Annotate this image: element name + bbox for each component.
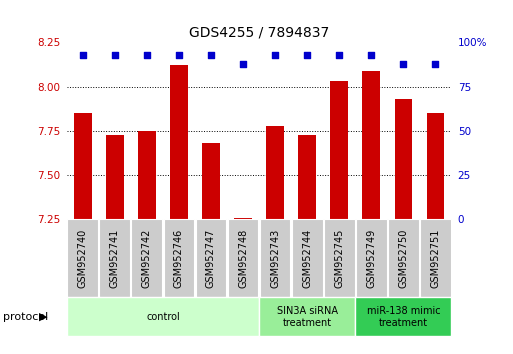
Text: GSM952744: GSM952744 (302, 229, 312, 288)
Point (239, 61, 247, 67)
Text: GSM952749: GSM952749 (366, 229, 376, 288)
FancyBboxPatch shape (355, 297, 451, 336)
Point (303, 52, 311, 58)
Text: GSM952751: GSM952751 (430, 229, 440, 288)
Bar (138, 131, 155, 219)
FancyBboxPatch shape (67, 297, 259, 336)
Text: miR-138 mimic
treatment: miR-138 mimic treatment (366, 306, 440, 328)
Bar (234, 218, 252, 219)
Point (207, 52, 215, 58)
Point (111, 52, 119, 58)
FancyBboxPatch shape (195, 219, 226, 297)
FancyBboxPatch shape (259, 297, 355, 336)
Text: SIN3A siRNA
treatment: SIN3A siRNA treatment (277, 306, 338, 328)
FancyBboxPatch shape (420, 219, 451, 297)
Text: protocol: protocol (3, 312, 48, 322)
Text: GSM952745: GSM952745 (334, 229, 344, 288)
Point (431, 61, 440, 67)
FancyBboxPatch shape (100, 219, 130, 297)
FancyBboxPatch shape (324, 219, 354, 297)
Bar (330, 81, 348, 219)
Bar (202, 143, 220, 219)
FancyBboxPatch shape (356, 219, 387, 297)
Bar (170, 65, 188, 219)
Bar (427, 113, 444, 219)
Point (335, 52, 343, 58)
Text: GSM952740: GSM952740 (78, 229, 88, 288)
Bar (363, 71, 380, 219)
Point (78, 52, 87, 58)
FancyBboxPatch shape (67, 219, 98, 297)
Bar (106, 135, 124, 219)
Title: GDS4255 / 7894837: GDS4255 / 7894837 (189, 26, 329, 40)
Text: GSM952743: GSM952743 (270, 229, 280, 288)
Bar (394, 99, 412, 219)
Text: GSM952741: GSM952741 (110, 229, 120, 288)
Text: control: control (146, 312, 180, 322)
Point (143, 52, 151, 58)
Text: GSM952742: GSM952742 (142, 229, 152, 288)
Text: GSM952746: GSM952746 (174, 229, 184, 288)
Point (175, 52, 183, 58)
Point (271, 52, 279, 58)
FancyBboxPatch shape (228, 219, 259, 297)
FancyBboxPatch shape (260, 219, 290, 297)
Point (399, 61, 407, 67)
Text: GSM952750: GSM952750 (399, 229, 408, 288)
Text: GSM952747: GSM952747 (206, 229, 216, 288)
Bar (266, 126, 284, 219)
FancyBboxPatch shape (388, 219, 419, 297)
Bar (299, 135, 316, 219)
Text: ▶: ▶ (40, 312, 48, 322)
FancyBboxPatch shape (292, 219, 323, 297)
Text: GSM952748: GSM952748 (238, 229, 248, 288)
FancyBboxPatch shape (131, 219, 162, 297)
Bar (74, 113, 91, 219)
FancyBboxPatch shape (164, 219, 194, 297)
Point (367, 52, 376, 58)
